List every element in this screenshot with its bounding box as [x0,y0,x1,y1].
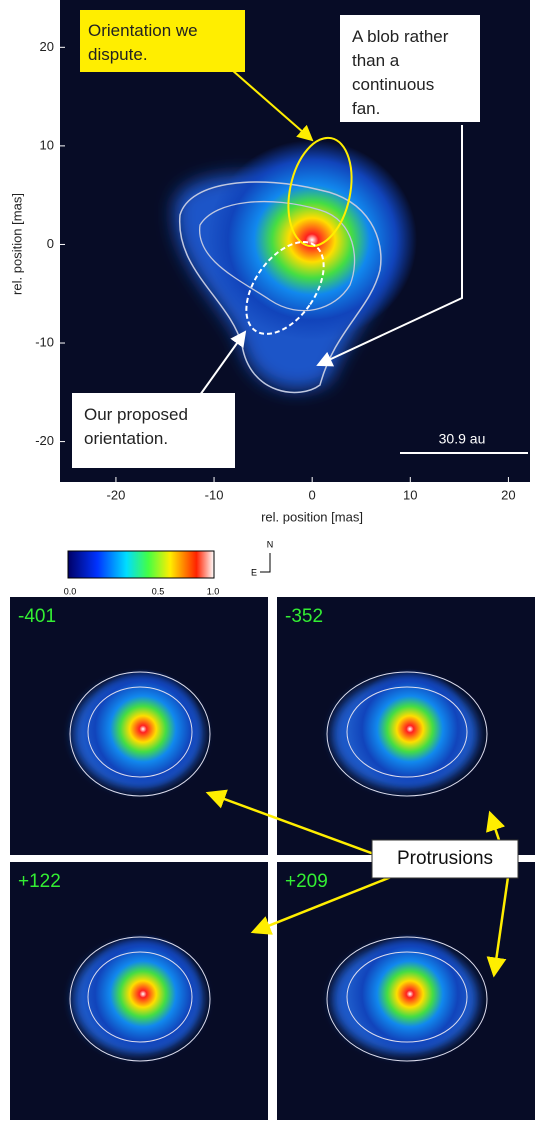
compass [260,553,270,572]
panel-label: +122 [18,871,61,892]
annotation-text-line: orientation. [84,429,168,448]
y-tick-label: -20 [35,433,54,448]
x-tick-label: -10 [205,487,224,502]
y-tick-label: -10 [35,334,54,349]
y-tick-label: 10 [40,137,54,152]
y-axis-label: rel. position [mas] [9,193,24,295]
panel-label: +209 [285,871,328,892]
compass-north: N [267,539,274,549]
colorbar-tick-label: 1.0 [207,586,220,596]
annotation-text-line: continuous [352,75,434,94]
y-tick-label: 20 [40,39,54,54]
annotation-text-line: dispute. [88,45,148,64]
x-tick-label: 20 [501,487,515,502]
scale-bar-label: 30.9 au [439,431,486,447]
y-tick-label: 0 [47,236,54,251]
x-tick-label: -20 [107,487,126,502]
panel-label: -401 [18,606,56,627]
annotation-text: Orientation we [88,21,198,40]
annotation-text-line: than a [352,51,400,70]
annotation-text: A blob rather [352,27,449,46]
x-axis-label: rel. position [mas] [261,509,363,524]
figure: Orientation we dispute. A blob rather than… [0,0,535,1126]
x-tick-label: 10 [403,487,417,502]
colorbar [68,551,214,578]
annotation-text-line: fan. [352,99,380,118]
colorbar-ticks: 0.0 0.5 1.0 [64,586,220,596]
colorbar-tick-label: 0.0 [64,586,77,596]
colorbar-tick-label: 0.5 [152,586,165,596]
callout-text: Protrusions [397,848,493,869]
compass-east: E [251,567,257,577]
x-tick-label: 0 [309,487,316,502]
panel-label: -352 [285,606,323,627]
annotation-text: Our proposed [84,405,188,424]
